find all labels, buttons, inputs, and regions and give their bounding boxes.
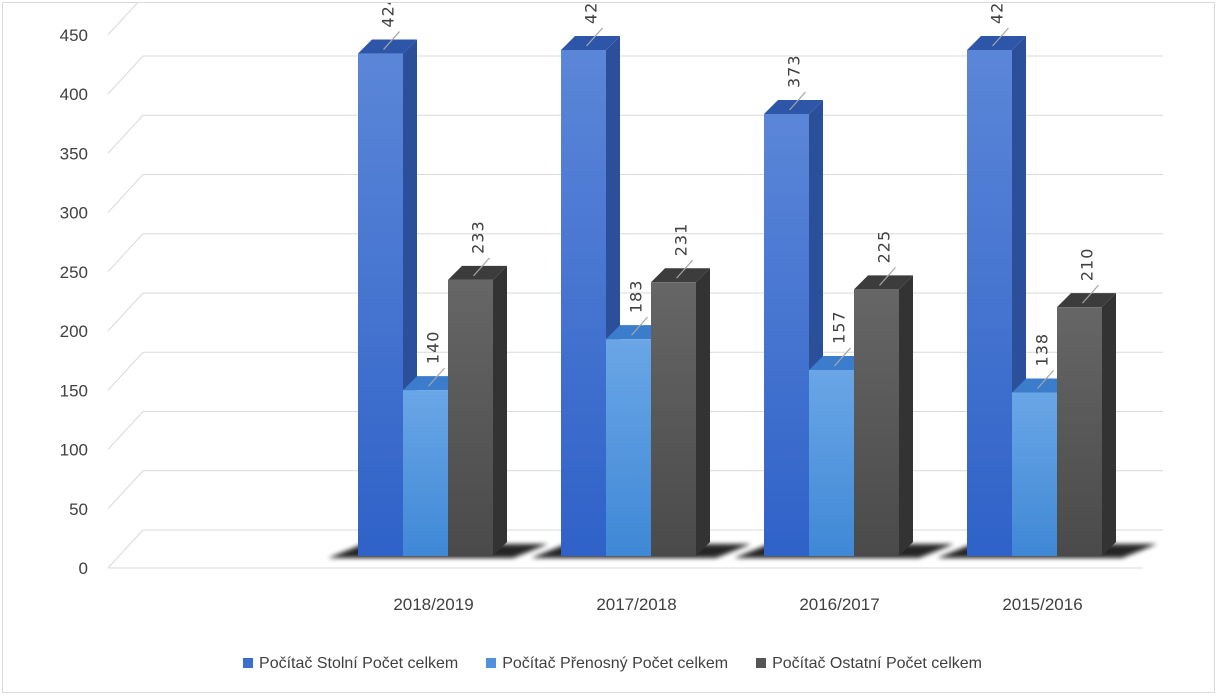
y-tick-label: 350 [60, 144, 88, 163]
data-label: 140 [424, 331, 443, 365]
legend-item: Počítač Stolní Počet celkem [243, 655, 458, 673]
bar [561, 50, 606, 556]
bar [651, 282, 696, 556]
y-axis: 0 50 100 150 200 250 300 350 400 450 [60, 26, 88, 578]
bar [358, 53, 403, 557]
bar-top [448, 265, 507, 280]
legend-swatch [756, 658, 767, 668]
legend-swatch [486, 658, 497, 668]
bar [403, 390, 448, 556]
gridline-side [107, 233, 144, 273]
data-label: 427 [582, 3, 601, 24]
bar-top [1012, 378, 1071, 393]
legend-item: Počítač Přenosný Počet celkem [486, 655, 728, 673]
y-tick-label: 400 [60, 85, 88, 104]
x-tick-label: 2016/2017 [799, 595, 879, 614]
x-tick-label: 2018/2019 [393, 595, 473, 614]
label-leader [1082, 284, 1099, 304]
gridline-side [107, 470, 144, 510]
bar-side [493, 265, 507, 556]
bar-top [809, 355, 868, 370]
bar-top [854, 275, 913, 290]
data-label: 231 [672, 223, 691, 257]
y-tick-label: 0 [79, 559, 88, 578]
label-leader [676, 259, 693, 279]
gridline-side [107, 114, 144, 154]
bar [606, 339, 651, 556]
legend-item: Počítač Ostatní Počet celkem [756, 655, 982, 673]
y-tick-label: 250 [60, 263, 88, 282]
data-labels: 424 140 233 427 183 231 373 157 225 427 138 210 [379, 3, 1099, 389]
bar-top [1057, 293, 1116, 308]
bar [1012, 392, 1057, 556]
legend-label: Počítač Přenosný Počet celkem [502, 655, 729, 672]
label-leader [789, 91, 806, 111]
data-label: 210 [1078, 248, 1097, 282]
gridline-side [107, 3, 138, 36]
bars [358, 36, 1116, 557]
bar [854, 289, 899, 556]
y-tick-label: 100 [60, 441, 88, 460]
legend: Počítač Stolní Počet celkem Počítač Přeno… [3, 655, 1219, 673]
gridline-side [107, 529, 144, 569]
y-tick-label: 150 [60, 381, 88, 400]
bar-side [899, 275, 913, 556]
label-leader [834, 347, 851, 367]
bar-top [606, 325, 665, 340]
bar-top [764, 99, 823, 114]
x-tick-label: 2015/2016 [1002, 595, 1082, 614]
bar-top [561, 36, 620, 51]
data-label: 424 [379, 3, 398, 28]
legend-label: Počítač Ostatní Počet celkem [772, 655, 982, 672]
data-label: 373 [785, 54, 804, 88]
bar [764, 113, 809, 557]
bar [1057, 307, 1102, 556]
label-leader [383, 31, 400, 50]
x-axis: 2018/2019 2017/2018 2016/2017 2015/2016 [393, 595, 1082, 614]
bar [967, 50, 1012, 556]
data-label: 427 [988, 3, 1007, 24]
label-leader [631, 316, 648, 336]
data-label: 138 [1033, 333, 1052, 367]
bar-side [1102, 293, 1116, 556]
label-leader [586, 27, 603, 47]
label-leader [992, 27, 1009, 47]
bar-top [967, 36, 1026, 51]
data-label: 183 [627, 280, 646, 314]
label-leader [473, 257, 490, 277]
bar-chart: 0 50 100 150 200 250 300 350 400 450 424 140 233 427… [60, 3, 1163, 614]
gridline-side [107, 174, 144, 213]
data-label: 157 [830, 310, 849, 344]
bar [809, 369, 854, 556]
y-tick-label: 50 [69, 500, 88, 519]
y-tick-label: 300 [60, 204, 88, 223]
y-tick-label: 450 [60, 26, 88, 45]
legend-swatch [243, 658, 254, 668]
bar-top [358, 39, 417, 54]
gridline-side [107, 292, 144, 332]
data-label: 233 [469, 220, 488, 254]
label-leader [879, 266, 896, 286]
bar-side [696, 268, 710, 556]
label-leader [428, 367, 445, 387]
bar-top [651, 268, 710, 283]
gridline-side [107, 411, 144, 450]
legend-label: Počítač Stolní Počet celkem [259, 655, 459, 672]
bar [448, 279, 493, 556]
x-tick-label: 2017/2018 [596, 595, 676, 614]
label-leader [1037, 370, 1054, 389]
gridline-side [107, 351, 144, 391]
data-label: 225 [875, 230, 894, 264]
y-tick-label: 200 [60, 322, 88, 341]
gridline-side [107, 55, 144, 95]
bar-top [403, 376, 462, 391]
